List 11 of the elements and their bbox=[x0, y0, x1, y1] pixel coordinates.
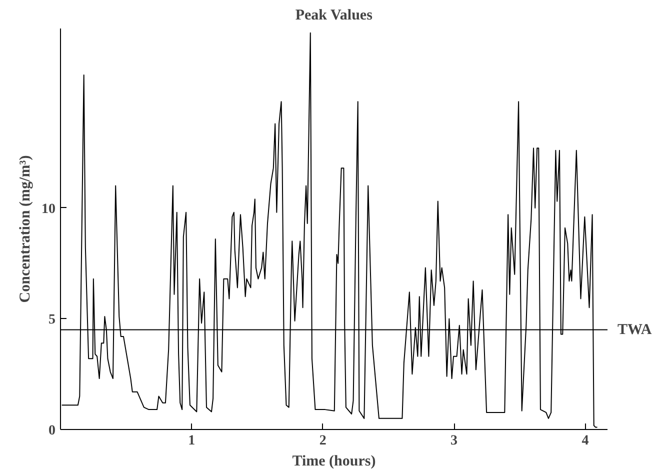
y-tick-label: 5 bbox=[48, 312, 56, 328]
y-axis-title: Concentration (mg/m³) bbox=[18, 155, 34, 303]
x-tick-label: 2 bbox=[319, 434, 326, 448]
chart-title: Peak Values bbox=[295, 8, 373, 24]
x-tick-label: 4 bbox=[582, 434, 589, 448]
x-tick-label: 3 bbox=[450, 434, 458, 448]
y-tick-label: 0 bbox=[48, 424, 56, 438]
x-tick-label: 1 bbox=[188, 434, 196, 448]
ref-line-label: TWA bbox=[618, 322, 652, 338]
x-axis-title: Time (hours) bbox=[292, 454, 376, 470]
y-tick-label: 10 bbox=[42, 202, 56, 217]
